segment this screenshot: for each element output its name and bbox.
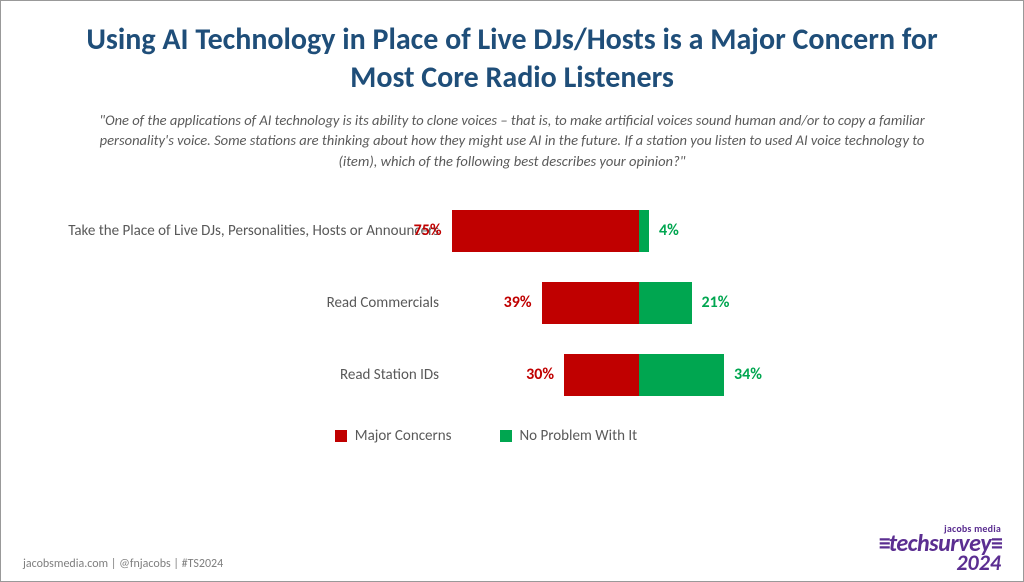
legend-item: Major Concerns <box>335 427 452 445</box>
bar-group: 75%4% <box>449 210 943 252</box>
legend-swatch <box>335 430 347 442</box>
value-no-problem: 21% <box>692 282 752 324</box>
bar-major-concerns <box>564 354 639 396</box>
legend-label: No Problem With It <box>520 427 638 445</box>
chart-subtitle: "One of the applications of AI technolog… <box>1 110 1023 185</box>
legend-swatch <box>500 430 512 442</box>
techsurvey-logo: jacobs media ≡techsurvey≡ 2024 <box>879 525 1001 573</box>
bar-no-problem <box>639 210 649 252</box>
bar-no-problem <box>639 282 692 324</box>
bar-no-problem <box>639 354 724 396</box>
category-label: Take the Place of Live DJs, Personalitie… <box>29 222 449 241</box>
chart-row: Read Commercials 39% 21% <box>29 267 943 339</box>
value-major-concerns: 75% <box>392 210 452 252</box>
footer-text: jacobsmedia.com | @fnjacobs | #TS2024 <box>23 557 223 571</box>
category-label: Read Commercials <box>29 294 449 313</box>
bar-major-concerns <box>542 282 640 324</box>
bar-group: 39% 21% <box>449 282 943 324</box>
bar-major-concerns <box>452 210 640 252</box>
chart-row: Take the Place of Live DJs, Personalitie… <box>29 195 943 267</box>
value-no-problem: 34% <box>724 354 784 396</box>
chart-title: Using AI Technology in Place of Live DJs… <box>1 1 1023 110</box>
category-label: Read Station IDs <box>29 366 449 385</box>
chart-row: Read Station IDs 30% 34% <box>29 339 943 411</box>
diverging-bar-chart: Take the Place of Live DJs, Personalitie… <box>1 185 1023 445</box>
legend-label: Major Concerns <box>355 427 452 445</box>
value-major-concerns: 39% <box>482 282 542 324</box>
legend: Major Concerns No Problem With It <box>29 427 943 445</box>
value-major-concerns: 30% <box>504 354 564 396</box>
bar-group: 30% 34% <box>449 354 943 396</box>
legend-item: No Problem With It <box>500 427 638 445</box>
value-no-problem: 4% <box>649 210 709 252</box>
